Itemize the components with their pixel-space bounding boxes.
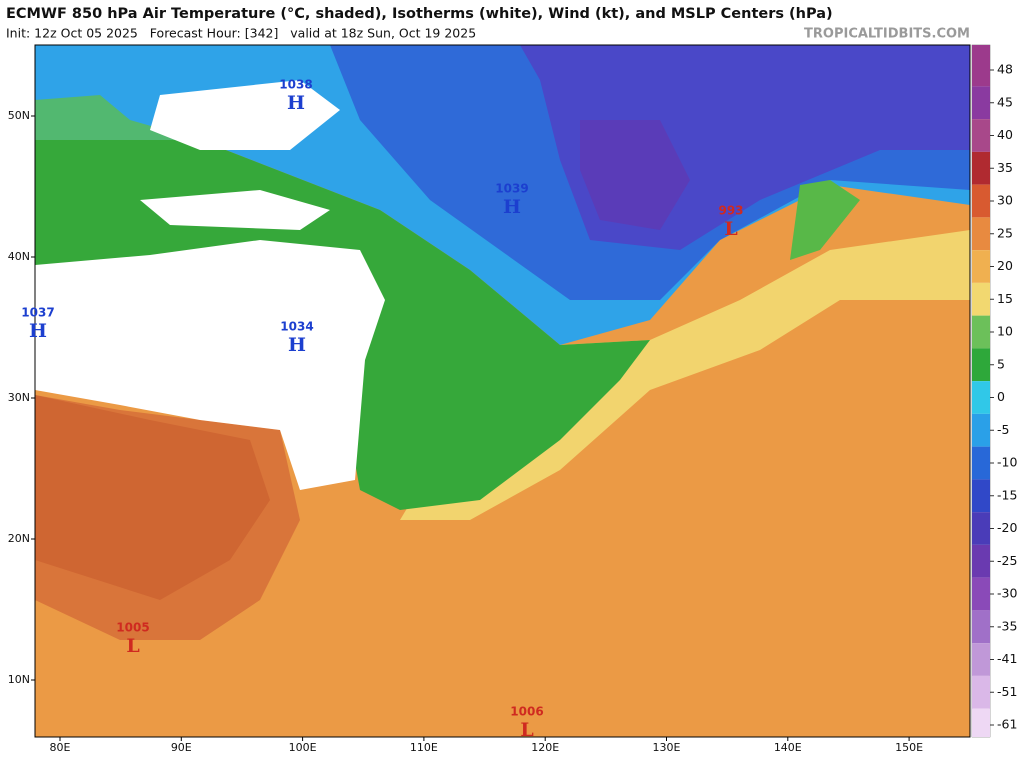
colorbar-band	[972, 45, 990, 87]
colorbar-band	[972, 217, 990, 251]
lon-label: 100E	[289, 741, 317, 754]
colorbar-label: -30	[997, 586, 1017, 601]
colorbar-band	[972, 446, 990, 480]
colorbar-label: 40	[997, 127, 1013, 142]
colorbar-label: -15	[997, 487, 1017, 502]
colorbar-band	[972, 610, 990, 644]
colorbar-label: -20	[997, 520, 1017, 535]
colorbar-band	[972, 250, 990, 283]
site-credit: TROPICALTIDBITS.COM	[804, 27, 970, 42]
lon-label: 130E	[653, 741, 681, 754]
colorbar-label: 25	[997, 225, 1013, 240]
colorbar-band	[972, 544, 990, 578]
lon-label: 110E	[410, 741, 438, 754]
lat-label: 50N	[8, 109, 30, 122]
lon-label: 120E	[531, 741, 559, 754]
colorbar-band	[972, 577, 990, 611]
colorbar-band	[972, 479, 990, 513]
colorbar-label: 5	[997, 356, 1005, 371]
pressure-type: L	[126, 635, 139, 657]
pressure-value: 1038	[279, 78, 312, 92]
lon-label: 80E	[50, 741, 71, 754]
colorbar-label: 20	[997, 258, 1013, 273]
colorbar-band	[972, 643, 990, 676]
colorbar-label: -41	[997, 651, 1017, 666]
colorbar-label: 48	[997, 62, 1013, 77]
lon-label: 90E	[171, 741, 192, 754]
colorbar-label: -61	[997, 717, 1017, 732]
colorbar-band	[972, 675, 990, 709]
colorbar-label: 45	[997, 94, 1013, 109]
colorbar-label: -51	[997, 684, 1017, 699]
colorbar-band	[972, 315, 990, 349]
pressure-type: L	[724, 218, 737, 240]
colorbar-band	[972, 381, 990, 414]
colorbar-label: -5	[997, 422, 1009, 437]
lon-label: 150E	[895, 741, 923, 754]
pressure-value: 993	[718, 204, 743, 218]
pressure-value: 1034	[280, 320, 313, 334]
lon-label: 140E	[774, 741, 802, 754]
colorbar-band	[972, 512, 990, 545]
pressure-type: H	[288, 334, 306, 356]
pressure-value: 1006	[510, 705, 543, 719]
colorbar-label: 35	[997, 160, 1013, 175]
colorbar-label: 0	[997, 389, 1005, 404]
colorbar-band	[972, 413, 990, 447]
pressure-type: H	[503, 196, 521, 218]
pressure-value: 1037	[21, 306, 54, 320]
lat-label: 40N	[8, 250, 30, 263]
colorbar-label: 30	[997, 193, 1013, 208]
colorbar-label: -10	[997, 455, 1017, 470]
colorbar-band	[972, 86, 990, 120]
lat-label: 20N	[8, 532, 30, 545]
map-frame	[34, 44, 971, 738]
colorbar-label: 15	[997, 291, 1013, 306]
pressure-type: H	[287, 92, 305, 114]
title: ECMWF 850 hPa Air Temperature (°C, shade…	[6, 6, 833, 22]
pressure-type: L	[520, 719, 533, 741]
colorbar-band	[972, 708, 990, 737]
colorbar-band	[972, 184, 990, 218]
lat-label: 10N	[8, 673, 30, 686]
pressure-type: H	[29, 320, 47, 342]
colorbar-band	[972, 119, 990, 152]
colorbar-label: -25	[997, 553, 1017, 568]
pressure-value: 1039	[495, 182, 528, 196]
colorbar-band	[972, 348, 990, 382]
pressure-value: 1005	[116, 621, 149, 635]
colorbar-label: 10	[997, 324, 1013, 339]
colorbar-band	[972, 151, 990, 185]
lat-label: 30N	[8, 391, 30, 404]
colorbar-band	[972, 282, 990, 316]
colorbar-label: -35	[997, 618, 1017, 633]
temperature-field	[35, 45, 970, 737]
subtitle: Init: 12z Oct 05 2025 Forecast Hour: [34…	[6, 26, 476, 41]
